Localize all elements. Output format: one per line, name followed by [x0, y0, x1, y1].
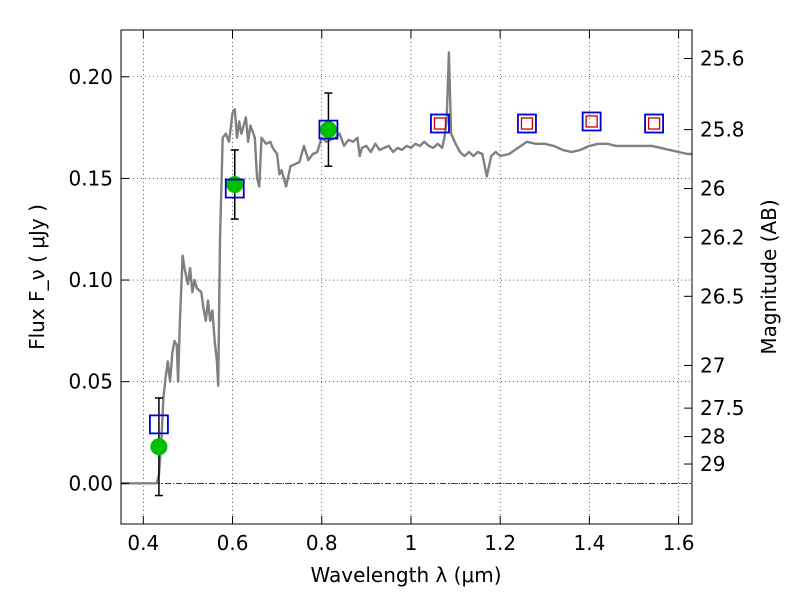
y2-axis-ticks: 25.6 25.8 26 26.2 26.5 27 27.5 28 29 — [684, 46, 745, 476]
upper-limit-square — [585, 115, 598, 128]
model-photometry-square — [430, 113, 450, 134]
y-tick-label: 0.05 — [68, 370, 113, 394]
observed-points — [150, 121, 337, 456]
x-tick-label: 1.2 — [484, 531, 516, 555]
model-spectrum — [121, 51, 692, 485]
upper-limit-square — [647, 117, 661, 130]
y2-tick-label: 25.6 — [700, 46, 745, 70]
y2-tick-label: 29 — [700, 452, 725, 476]
plot-area — [121, 30, 692, 524]
y2-tick-label: 26.5 — [700, 284, 745, 308]
x-axis-title: Wavelength λ (μm) — [310, 563, 501, 587]
observed-point — [150, 438, 168, 456]
upper-limit-square — [433, 117, 447, 130]
plot-frame — [120, 29, 693, 525]
x-tick-label: 1 — [405, 531, 418, 555]
y-axis-title: Flux F_ν ( μJy ) — [25, 204, 49, 350]
y-tick-label: 0.10 — [68, 268, 113, 292]
y2-tick-label: 28 — [700, 425, 725, 449]
y-tick-label: 0.20 — [68, 65, 113, 89]
observed-point — [319, 121, 337, 139]
y2-axis-title: Magnitude (AB) — [757, 199, 781, 354]
y2-tick-label: 26.2 — [700, 225, 745, 249]
y-axis-ticks: 0.00 0.05 0.10 0.15 0.20 — [68, 65, 129, 495]
spectrum-line — [121, 51, 692, 485]
y-tick-label: 0.15 — [68, 166, 113, 190]
model-photometry-square — [517, 113, 537, 134]
x-tick-label: 1.4 — [573, 531, 605, 555]
y2-tick-label: 27.5 — [700, 396, 745, 420]
model-photometry-square — [224, 178, 245, 199]
observed-point — [226, 176, 244, 194]
upper-limit-markers — [433, 115, 661, 130]
model-photometry-square — [581, 111, 602, 132]
y-tick-label: 0.00 — [68, 471, 113, 495]
upper-limit-square — [520, 117, 534, 130]
model-photometry-square — [149, 414, 169, 435]
x-tick-label: 1.6 — [663, 531, 695, 555]
model-photometry-square — [644, 113, 664, 134]
model-photometry-square — [318, 119, 339, 140]
x-tick-label: 0.4 — [127, 531, 159, 555]
model-photometry-markers — [149, 111, 664, 435]
y2-tick-label: 26 — [700, 177, 725, 201]
y2-tick-label: 27 — [700, 353, 725, 377]
y2-tick-label: 25.8 — [700, 118, 745, 142]
x-tick-label: 0.8 — [306, 531, 338, 555]
x-axis-ticks: 0.4 0.6 0.8 1 1.2 1.4 1.6 — [127, 30, 695, 555]
x-tick-label: 0.6 — [217, 531, 249, 555]
